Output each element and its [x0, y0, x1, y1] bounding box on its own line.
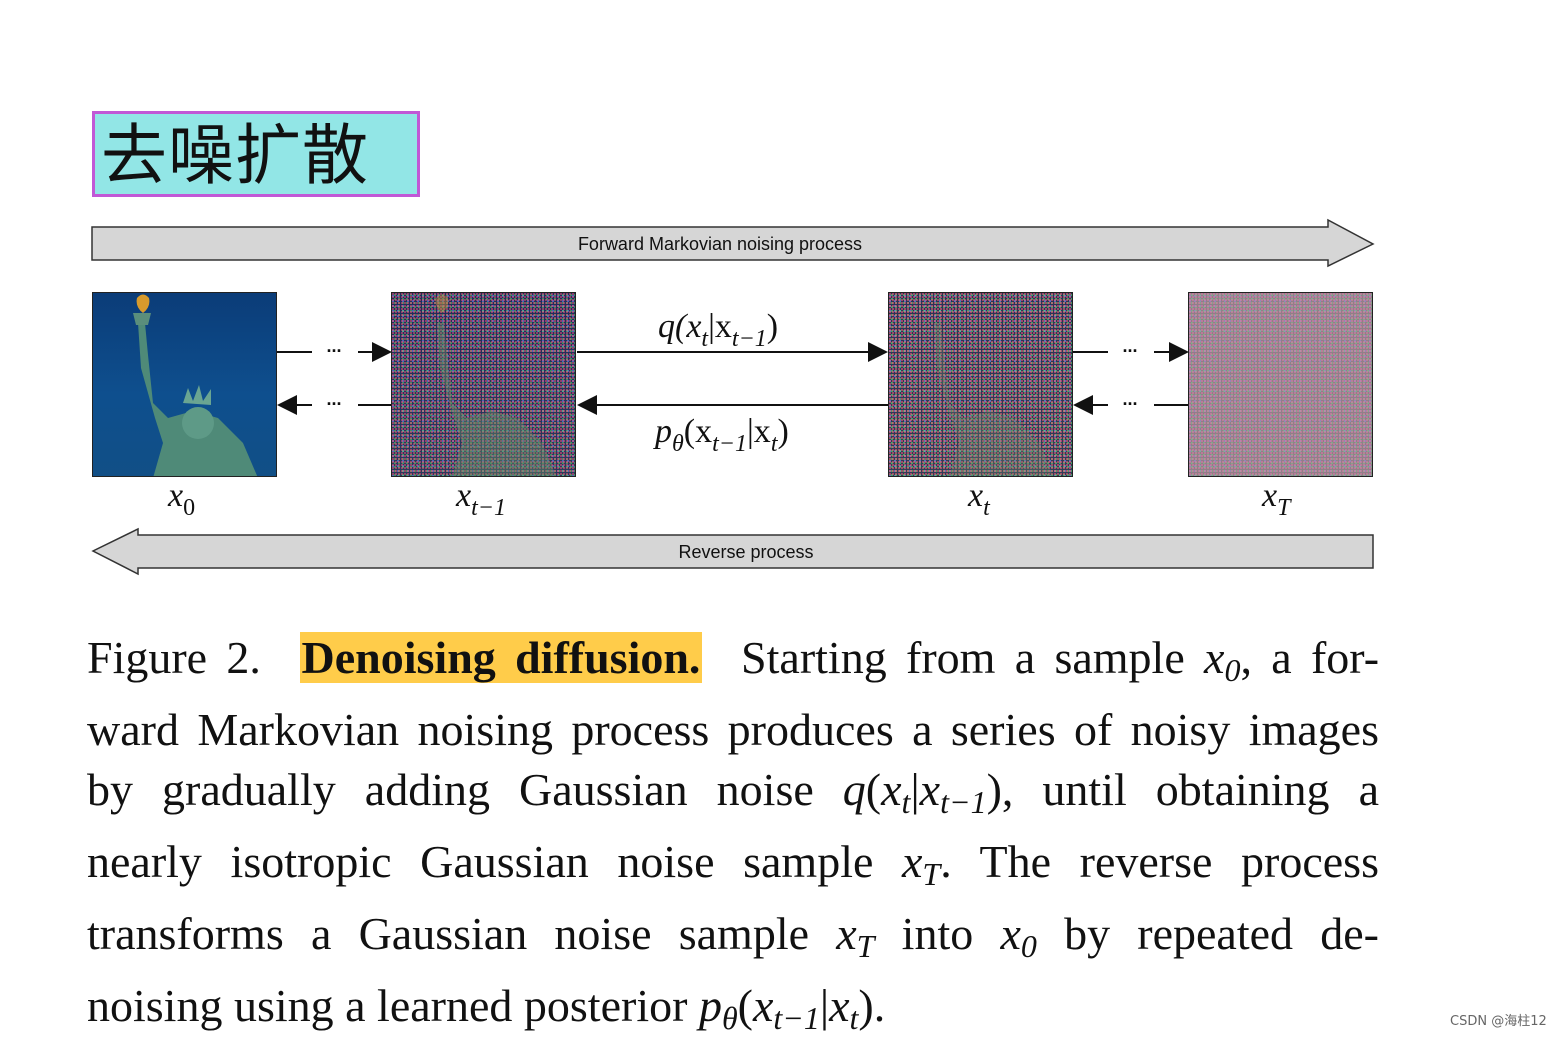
caption-text-6: noising using a learned posterior: [87, 980, 699, 1031]
caption-text-3b: , until obtaining a: [1001, 764, 1379, 815]
caption-line-2: ward Markovian noising process produces …: [87, 704, 1379, 755]
dots-forward-left: ...: [326, 336, 341, 356]
caption-text-4b: . The reverse process: [940, 836, 1379, 887]
reverse-process-arrow: [91, 527, 1374, 576]
noisy-statue-image: [435, 294, 557, 476]
noisier-statue-image: [934, 323, 1054, 476]
math-xT: xT: [902, 836, 941, 892]
figure-number: Figure 2.: [87, 632, 261, 683]
math-p: pθ: [698, 980, 738, 1036]
caption-text-4: nearly isotropic Gaussian noise sample: [87, 836, 902, 887]
caption-text-5b: into: [874, 908, 1001, 959]
dots-forward-right: ...: [1122, 336, 1137, 356]
diffusion-diagram: Forward Markovian noising process Revers…: [91, 218, 1375, 576]
caption-line-5: transforms a Gaussian noise sample xT in…: [87, 908, 1379, 964]
forward-process-label: Forward Markovian noising process: [578, 234, 862, 254]
caption-text-6b: .: [873, 980, 886, 1031]
caption-line-4: nearly isotropic Gaussian noise sample x…: [87, 832, 1379, 904]
title-label-box: 去噪扩散: [92, 111, 420, 197]
math-q: q: [842, 764, 866, 815]
state-label-xt-1: xt−1: [455, 477, 506, 521]
caption-text-5: transforms a Gaussian noise sample: [87, 908, 837, 959]
state-label-x0: x0: [167, 477, 195, 521]
caption-text-5c: by repeated de-: [1036, 908, 1379, 959]
caption-text-1: Starting from a sample: [741, 632, 1205, 683]
panel-xt-1-noisy-image: [391, 292, 576, 477]
caption-line-3: by gradually adding Gaussian noise q(xt|…: [87, 764, 1379, 820]
forward-process-arrow: [91, 218, 1375, 268]
watermark: CSDN @海柱12: [1450, 1014, 1547, 1029]
math-x0: x0: [1204, 632, 1241, 688]
panel-xt-noisy-image: [888, 292, 1073, 477]
state-label-xT: xT: [1261, 477, 1292, 521]
caption-line-6: noising using a learned posterior pθ(xt−…: [87, 980, 886, 1036]
p-posterior-label: pθ(xt−1|xt): [653, 413, 789, 457]
caption-text-1b: , a for-: [1240, 632, 1380, 683]
reverse-process-label: Reverse process: [678, 542, 813, 562]
caption-line-1: Figure 2. Denoising diffusion. Starting …: [87, 628, 1379, 700]
statue-of-liberty-image: [133, 294, 258, 476]
state-label-xt: xt: [967, 477, 991, 521]
dots-reverse-right: ...: [1122, 389, 1137, 409]
dots-reverse-left: ...: [326, 389, 341, 409]
panel-xT-pure-noise: [1188, 292, 1373, 477]
caption-text-3: by gradually adding Gaussian noise: [87, 764, 843, 815]
title-label-text: 去噪扩散: [101, 117, 369, 194]
figure-caption: Figure 2. Denoising diffusion. Starting …: [87, 628, 1379, 1048]
panel-x0-clean-image: [92, 292, 277, 477]
q-transition-label: q(xt|xt−1): [658, 308, 778, 352]
caption-highlight: Denoising diffusion.: [299, 632, 703, 683]
